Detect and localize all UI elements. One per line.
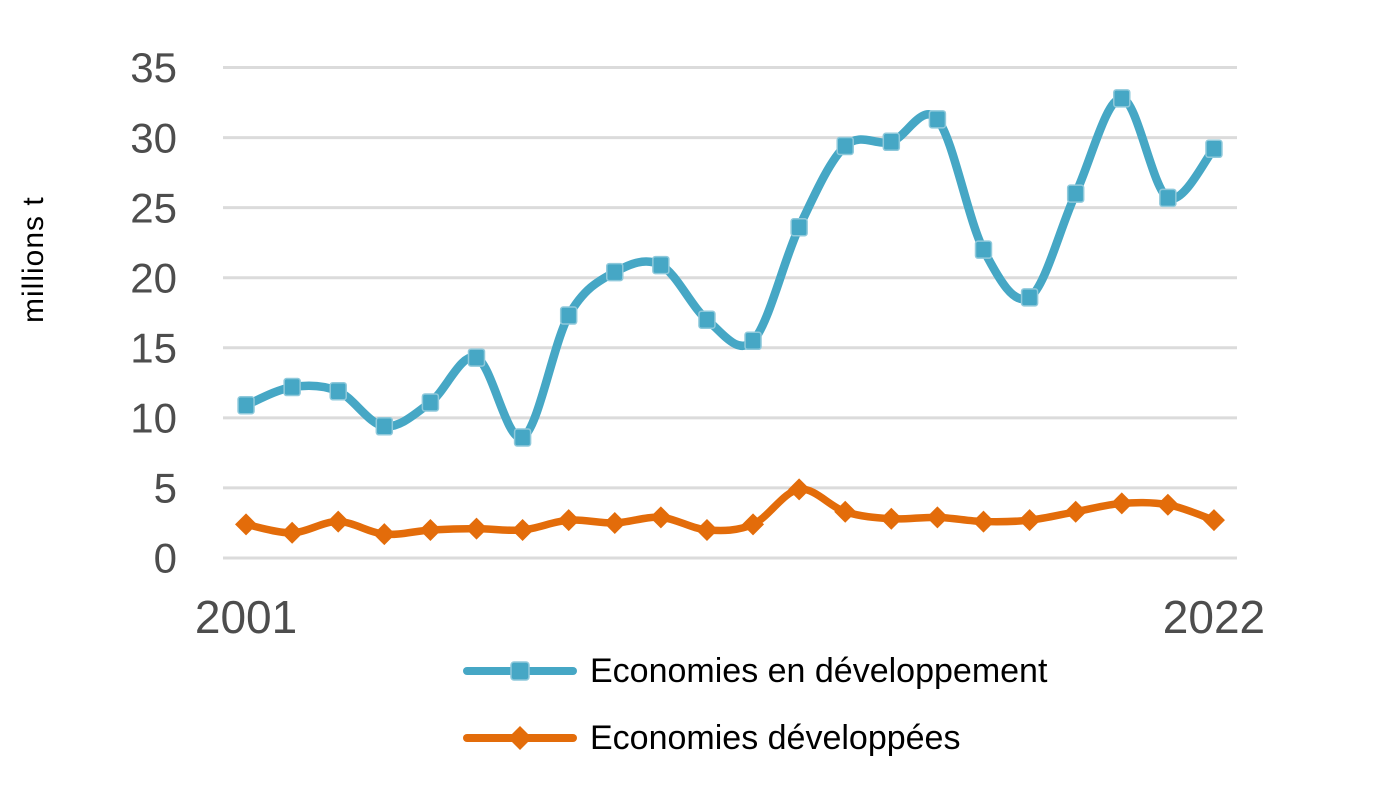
data-point-marker-developing-economies xyxy=(1159,188,1177,208)
data-point-marker-developing-economies xyxy=(790,218,808,237)
y-tick-label: 15 xyxy=(130,324,177,371)
data-point-marker-developed-economies xyxy=(557,509,580,532)
data-point-marker-developed-economies xyxy=(235,513,258,536)
data-point-marker-developing-economies xyxy=(1205,139,1223,159)
data-point-marker-developed-economies xyxy=(1018,509,1041,532)
data-point-marker-developing-economies xyxy=(744,331,762,351)
legend-item-developing-economies: Economies en développement xyxy=(462,650,1047,692)
y-tick-label: 20 xyxy=(130,254,177,301)
data-point-marker-developing-economies xyxy=(1113,89,1131,108)
data-point-marker-developing-economies xyxy=(513,428,532,447)
data-point-marker-developed-economies xyxy=(511,518,534,541)
legend-item-developed-economies: Economies développées xyxy=(462,717,1047,759)
y-tick-label: 10 xyxy=(130,395,177,442)
data-point-marker-developing-economies xyxy=(836,136,854,156)
data-point-marker-developed-economies xyxy=(603,511,626,534)
data-point-marker-developing-economies xyxy=(882,132,901,152)
data-point-marker-developing-economies xyxy=(283,377,301,397)
x-tick-label: 2022 xyxy=(1163,591,1265,643)
plot-area: 35 30 25 20 15 10 5 0 2001 2022 xyxy=(130,44,1265,643)
data-point-marker-developing-economies xyxy=(974,240,993,259)
data-point-marker-developed-economies xyxy=(972,510,995,533)
x-tick-label: 2001 xyxy=(195,591,297,643)
data-point-marker-developed-economies xyxy=(695,518,718,541)
data-point-marker-developing-economies xyxy=(652,255,670,275)
series-line-developing-economies xyxy=(241,94,1219,442)
legend-line-diamond-icon xyxy=(462,721,578,755)
legend-line-square-icon xyxy=(462,654,578,688)
data-point-marker-developed-economies xyxy=(649,506,672,529)
data-point-marker-developed-economies xyxy=(880,507,903,530)
y-tick-label: 30 xyxy=(130,114,177,161)
data-point-marker-developed-economies xyxy=(1202,509,1225,532)
data-point-marker-developed-economies xyxy=(788,478,811,501)
data-point-marker-developing-economies xyxy=(606,262,624,282)
data-point-marker-developing-economies xyxy=(237,395,255,415)
data-point-marker-developed-economies xyxy=(1156,493,1179,516)
data-point-marker-developed-economies xyxy=(373,523,396,546)
data-point-marker-developing-economies xyxy=(329,381,347,401)
data-point-marker-developed-economies xyxy=(327,510,350,533)
data-point-marker-developing-economies xyxy=(928,110,947,129)
legend-label-developing-economies: Economies en développement xyxy=(590,651,1048,690)
data-point-marker-developed-economies xyxy=(281,521,304,544)
y-tick-label: 5 xyxy=(154,465,177,512)
data-point-marker-developing-economies xyxy=(467,348,486,367)
data-point-marker-developed-economies xyxy=(1064,500,1087,523)
data-point-marker-developed-economies xyxy=(465,517,488,540)
data-point-marker-developing-economies xyxy=(421,393,440,412)
data-point-marker-developing-economies xyxy=(1066,184,1085,203)
data-point-marker-developed-economies xyxy=(1110,492,1133,515)
data-point-marker-developing-economies xyxy=(375,417,394,436)
series-line-developed-economies xyxy=(242,485,1218,539)
y-tick-label: 0 xyxy=(154,535,177,582)
data-point-marker-developing-economies xyxy=(698,310,716,330)
y-tick-label: 35 xyxy=(130,44,177,91)
data-point-marker-developed-economies xyxy=(834,500,857,523)
legend: Economies en développement Economies dév… xyxy=(462,650,1047,759)
data-point-marker-developed-economies xyxy=(926,506,949,529)
data-point-marker-developing-economies xyxy=(559,306,578,325)
y-tick-label: 25 xyxy=(130,184,177,231)
data-point-marker-developed-economies xyxy=(419,518,442,541)
data-point-marker-developed-economies xyxy=(742,513,765,536)
data-point-marker-developing-economies xyxy=(1020,288,1039,307)
legend-label-developed-economies: Economies développées xyxy=(590,718,961,757)
